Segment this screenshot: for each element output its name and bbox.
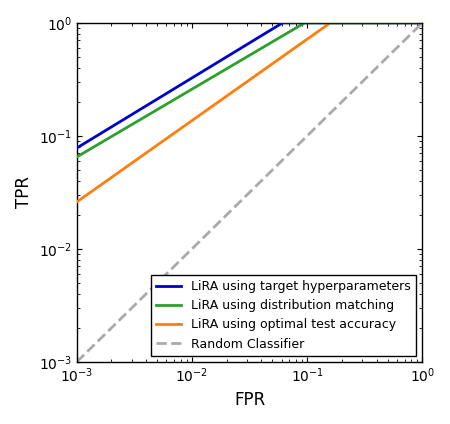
LiRA using target hyperparameters xyxy=(350,20,356,25)
LiRA using target hyperparameters xyxy=(312,20,317,25)
LiRA using distribution matching xyxy=(350,20,356,25)
Line: Random Classifier: Random Classifier xyxy=(77,23,423,362)
LiRA using target hyperparameters xyxy=(280,20,286,25)
LiRA using target hyperparameters xyxy=(109,124,115,129)
LiRA using target hyperparameters xyxy=(214,61,219,66)
LiRA using distribution matching xyxy=(74,154,80,159)
Random Classifier xyxy=(343,95,349,100)
LiRA using optimal test accuracy xyxy=(420,20,425,25)
Line: LiRA using distribution matching: LiRA using distribution matching xyxy=(77,23,423,157)
Random Classifier xyxy=(311,126,317,131)
X-axis label: FPR: FPR xyxy=(234,391,265,409)
LiRA using distribution matching xyxy=(226,65,232,70)
Random Classifier xyxy=(350,89,355,94)
Legend: LiRA using target hyperparameters, LiRA using distribution matching, LiRA using : LiRA using target hyperparameters, LiRA … xyxy=(151,275,416,356)
LiRA using optimal test accuracy xyxy=(214,101,219,106)
Y-axis label: TPR: TPR xyxy=(15,176,33,208)
LiRA using distribution matching xyxy=(214,72,219,77)
LiRA using target hyperparameters xyxy=(74,145,80,151)
LiRA using distribution matching xyxy=(109,134,115,139)
Random Classifier xyxy=(214,222,219,227)
Random Classifier xyxy=(226,210,232,215)
LiRA using optimal test accuracy xyxy=(109,175,115,180)
Line: LiRA using target hyperparameters: LiRA using target hyperparameters xyxy=(77,23,423,148)
LiRA using optimal test accuracy xyxy=(350,20,356,25)
Random Classifier xyxy=(420,20,425,25)
LiRA using optimal test accuracy xyxy=(311,32,317,37)
LiRA using distribution matching xyxy=(420,20,425,25)
Line: LiRA using optimal test accuracy: LiRA using optimal test accuracy xyxy=(77,23,423,202)
LiRA using target hyperparameters xyxy=(226,53,232,58)
Random Classifier xyxy=(74,360,80,365)
LiRA using target hyperparameters xyxy=(420,20,425,25)
LiRA using optimal test accuracy xyxy=(344,20,349,25)
LiRA using distribution matching xyxy=(302,20,307,25)
LiRA using optimal test accuracy xyxy=(74,199,80,204)
LiRA using distribution matching xyxy=(312,20,317,25)
LiRA using distribution matching xyxy=(344,20,349,25)
Random Classifier xyxy=(109,325,115,330)
LiRA using optimal test accuracy xyxy=(328,20,333,25)
LiRA using target hyperparameters xyxy=(344,20,349,25)
LiRA using optimal test accuracy xyxy=(226,92,232,97)
